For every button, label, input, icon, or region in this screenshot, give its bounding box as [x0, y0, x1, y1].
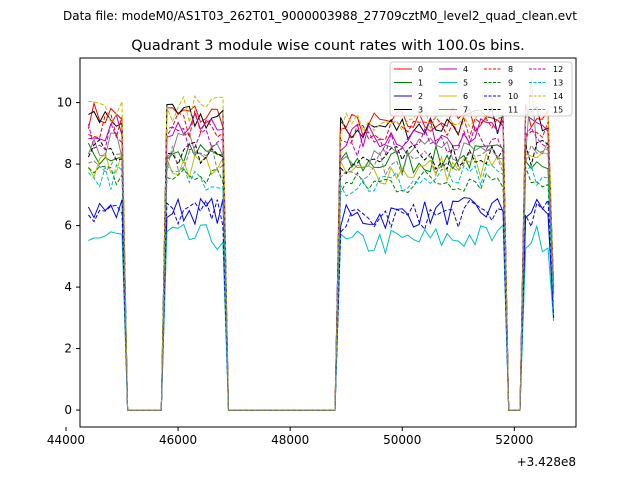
x-tick-label: 44000 — [47, 433, 85, 447]
legend-label: 8 — [508, 65, 513, 74]
series-lines — [87, 77, 555, 411]
legend-label: 2 — [418, 92, 423, 101]
chart-title: Quadrant 3 module wise count rates with … — [131, 38, 525, 54]
plot-frame — [79, 57, 577, 428]
y-tick-label: 10 — [57, 96, 72, 110]
x-offset-label: +3.428e8 — [517, 455, 576, 469]
y-axis: 0 2 4 6 8 10 — [57, 96, 80, 417]
series-line-15 — [88, 144, 555, 411]
y-tick-label: 2 — [64, 342, 72, 356]
legend-label: 1 — [418, 79, 423, 88]
legend-label: 11 — [508, 106, 518, 115]
legend-label: 3 — [418, 106, 423, 115]
legend-label: 13 — [553, 79, 563, 88]
legend-label: 15 — [553, 106, 563, 115]
x-tick-label: 50000 — [383, 433, 421, 447]
x-tick-label: 52000 — [495, 433, 533, 447]
legend-label: 9 — [508, 79, 513, 88]
x-axis: 44000 46000 48000 50000 52000 — [47, 427, 533, 447]
legend-label: 6 — [463, 92, 468, 101]
y-tick-label: 6 — [64, 219, 72, 233]
chart-suptitle: Data file: modeM0/AS1T03_262T01_90000039… — [63, 9, 577, 23]
legend-label: 4 — [463, 65, 468, 74]
x-tick-label: 46000 — [159, 433, 197, 447]
legend-label: 5 — [463, 79, 468, 88]
y-tick-label: 0 — [64, 403, 72, 417]
legend-box — [389, 61, 573, 117]
legend-label: 12 — [553, 65, 563, 74]
legend-label: 14 — [553, 92, 563, 101]
legend-label: 0 — [418, 65, 423, 74]
series-line-10 — [88, 198, 555, 411]
y-tick-label: 4 — [64, 280, 72, 294]
legend-label: 7 — [463, 106, 468, 115]
y-tick-label: 8 — [64, 157, 72, 171]
legend-label: 10 — [508, 92, 518, 101]
x-tick-label: 48000 — [271, 433, 309, 447]
